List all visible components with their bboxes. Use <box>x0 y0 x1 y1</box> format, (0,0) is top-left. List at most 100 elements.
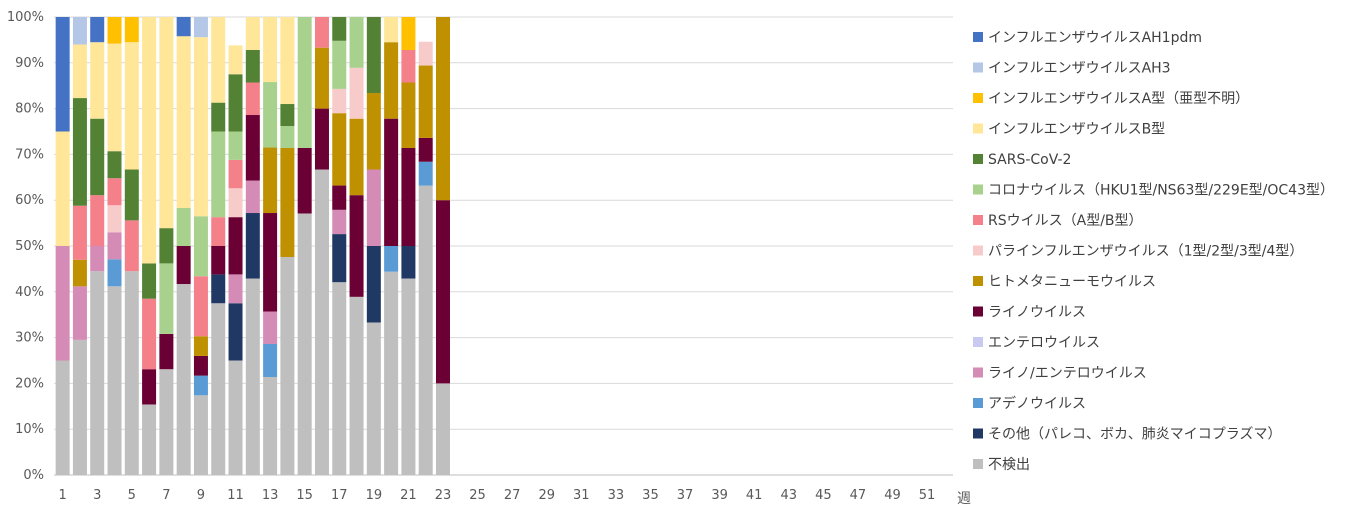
bar-segment <box>228 303 243 361</box>
legend-swatch <box>973 367 983 378</box>
y-tick-label: 30% <box>15 331 44 346</box>
bar-segment <box>418 185 433 475</box>
x-tick-label: 45 <box>815 488 832 503</box>
bar-segment <box>401 82 416 148</box>
bar-segment <box>142 369 157 405</box>
bar-segment <box>332 40 347 89</box>
bar-segment <box>211 217 226 246</box>
bar-segment <box>107 286 122 475</box>
y-tick-label: 90% <box>15 56 44 71</box>
bar-segment <box>401 17 416 50</box>
y-tick-label: 20% <box>15 376 44 391</box>
bar-segment <box>297 17 312 148</box>
bar-segment <box>332 88 347 114</box>
bar-segment <box>332 113 347 186</box>
bar-segment <box>263 311 278 345</box>
bar-segment <box>176 246 191 285</box>
bar-segment <box>366 17 381 94</box>
bar-segment <box>435 200 450 384</box>
bar-segment <box>159 17 174 229</box>
legend-label: アデノウイルス <box>988 395 1086 412</box>
bar-segment <box>384 271 399 475</box>
legend-swatch <box>973 32 983 42</box>
bar-segment <box>176 284 191 475</box>
bar-segment <box>263 213 278 312</box>
legend-label: RSウイルス（A型/B型） <box>988 213 1143 229</box>
bar-segment <box>280 126 295 148</box>
x-tick-label: 19 <box>366 488 383 503</box>
legend-label: インフルエンザウイルスAH3 <box>988 61 1171 77</box>
x-axis-label: 週 <box>957 491 971 507</box>
bar-segment <box>418 65 433 138</box>
bar-segment <box>297 147 312 214</box>
bar-stacks <box>55 17 450 475</box>
bar-segment <box>263 17 278 83</box>
bar-segment <box>142 263 157 299</box>
legend-swatch <box>973 306 983 317</box>
x-tick-label: 5 <box>128 488 136 503</box>
bar-segment <box>228 45 243 75</box>
legend-label: コロナウイルス（HKU1型/NS63型/229E型/OC43型） <box>988 183 1334 199</box>
bar-segment <box>332 209 347 235</box>
bar-segment <box>384 17 399 43</box>
bar-segment <box>418 41 433 66</box>
bar-segment <box>55 360 70 475</box>
bar-segment <box>401 147 416 246</box>
x-tick-label: 35 <box>642 488 659 503</box>
bar-segment <box>349 17 364 68</box>
bar-segment <box>159 228 174 264</box>
y-tick-label: 60% <box>15 193 44 208</box>
legend-swatch <box>973 276 983 286</box>
legend-swatch <box>973 62 983 73</box>
bar-segment <box>193 276 208 337</box>
legend-label: SARS-CoV-2 <box>988 152 1071 168</box>
bar-segment <box>107 205 122 233</box>
bar-segment <box>228 131 243 160</box>
bar-segment <box>263 344 278 377</box>
bar-segment <box>228 188 243 218</box>
bar-segment <box>384 246 399 272</box>
legend-swatch <box>973 123 983 134</box>
bar-segment <box>142 298 157 370</box>
bar-segment <box>228 159 243 189</box>
x-tick-label: 27 <box>504 488 521 503</box>
bar-segment <box>124 42 139 170</box>
bar-segment <box>72 286 87 340</box>
bar-segment <box>107 43 122 152</box>
bar-segment <box>72 98 87 206</box>
bar-segment <box>280 17 295 105</box>
bar-segment <box>280 147 295 257</box>
bar-segment <box>159 369 174 475</box>
x-tick-label: 15 <box>296 488 313 503</box>
bar-segment <box>418 137 433 162</box>
bar-segment <box>245 82 260 116</box>
bar-segment <box>384 118 399 246</box>
bar-segment <box>107 17 122 44</box>
bar-segment <box>55 246 70 361</box>
legend-swatch <box>973 337 983 347</box>
bar-segment <box>72 205 87 260</box>
bar-segment <box>349 67 364 119</box>
x-tick-label: 37 <box>677 488 694 503</box>
legend-swatch <box>973 93 983 103</box>
x-tick-label: 31 <box>573 488 590 503</box>
bar-segment <box>124 17 139 43</box>
bar-segment <box>228 360 243 475</box>
bar-segment <box>90 195 105 246</box>
legend-label: 不検出 <box>988 457 1030 473</box>
bar-segment <box>211 246 226 275</box>
bar-segment <box>314 47 329 109</box>
bar-segment <box>401 49 416 83</box>
bar-segment <box>245 115 260 181</box>
bar-segment <box>193 395 208 475</box>
bar-segment <box>176 17 191 37</box>
legend-swatch <box>973 459 983 469</box>
bar-segment <box>124 220 139 272</box>
bar-segment <box>314 108 329 170</box>
legend-swatch <box>973 184 983 195</box>
bar-segment <box>72 17 87 45</box>
x-tick-label: 25 <box>469 488 486 503</box>
bar-segment <box>245 180 260 214</box>
y-tick-label: 70% <box>15 147 44 162</box>
bar-segment <box>245 278 260 475</box>
